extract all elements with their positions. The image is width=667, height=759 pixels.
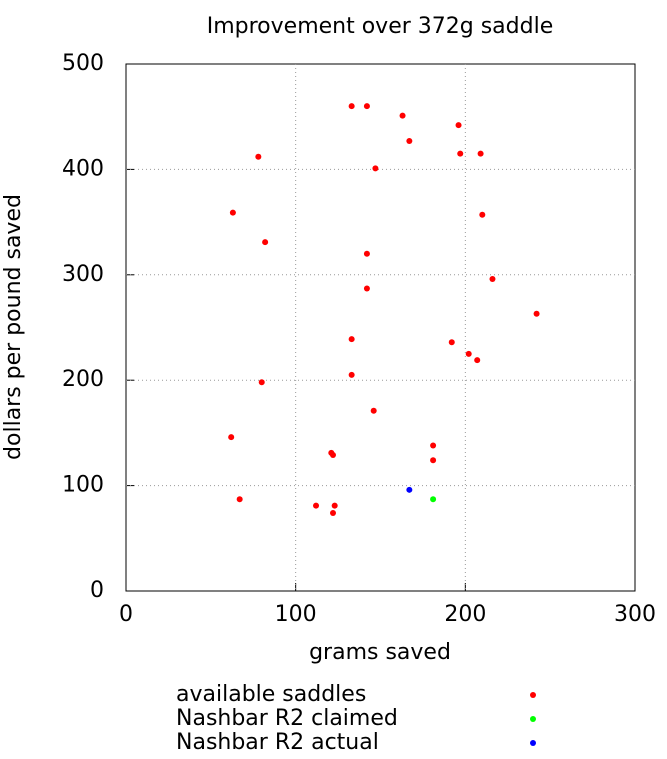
y-axis-label: dollars per pound saved bbox=[1, 194, 26, 460]
point bbox=[329, 452, 336, 459]
point bbox=[348, 103, 355, 110]
point bbox=[262, 239, 269, 246]
point bbox=[329, 510, 336, 517]
plot-frame bbox=[125, 63, 636, 592]
y-tick-label: 200 bbox=[62, 367, 104, 392]
legend-marker bbox=[530, 716, 536, 722]
point bbox=[313, 502, 320, 509]
legend-marker bbox=[530, 692, 536, 698]
point bbox=[229, 209, 236, 216]
point bbox=[430, 457, 437, 464]
y-tick-label: 100 bbox=[62, 473, 104, 498]
point bbox=[455, 122, 462, 129]
point bbox=[399, 112, 406, 119]
y-tick-label: 0 bbox=[90, 578, 104, 603]
point bbox=[363, 285, 370, 292]
point bbox=[406, 486, 413, 493]
point bbox=[448, 339, 455, 346]
x-axis-label: grams saved bbox=[309, 640, 451, 665]
y-tick-label: 400 bbox=[62, 156, 104, 181]
point bbox=[430, 442, 437, 449]
chart-title: Improvement over 372g saddle bbox=[207, 14, 554, 39]
point bbox=[348, 371, 355, 378]
point bbox=[228, 434, 235, 441]
point bbox=[477, 150, 484, 157]
legend-label: available saddles bbox=[176, 682, 366, 707]
point bbox=[363, 250, 370, 257]
point bbox=[331, 502, 338, 509]
point bbox=[489, 276, 496, 283]
legend-label: Nashbar R2 claimed bbox=[176, 706, 398, 731]
x-tick-label: 300 bbox=[614, 602, 656, 627]
point bbox=[430, 496, 437, 503]
x-tick-label: 0 bbox=[119, 602, 133, 627]
point bbox=[465, 350, 472, 357]
point bbox=[236, 496, 243, 503]
legend-marker bbox=[530, 740, 536, 746]
x-tick-label: 200 bbox=[444, 602, 486, 627]
point bbox=[533, 310, 540, 317]
point bbox=[370, 407, 377, 414]
point bbox=[474, 357, 481, 364]
y-tick-label: 300 bbox=[62, 262, 104, 287]
point bbox=[457, 150, 464, 157]
point bbox=[255, 153, 262, 160]
legend-label: Nashbar R2 actual bbox=[176, 730, 379, 755]
point bbox=[372, 165, 379, 172]
point bbox=[258, 379, 265, 386]
point bbox=[348, 336, 355, 343]
point bbox=[363, 103, 370, 110]
y-tick-label: 500 bbox=[62, 51, 104, 76]
point bbox=[479, 211, 486, 218]
x-tick-label: 100 bbox=[275, 602, 317, 627]
point bbox=[406, 137, 413, 144]
